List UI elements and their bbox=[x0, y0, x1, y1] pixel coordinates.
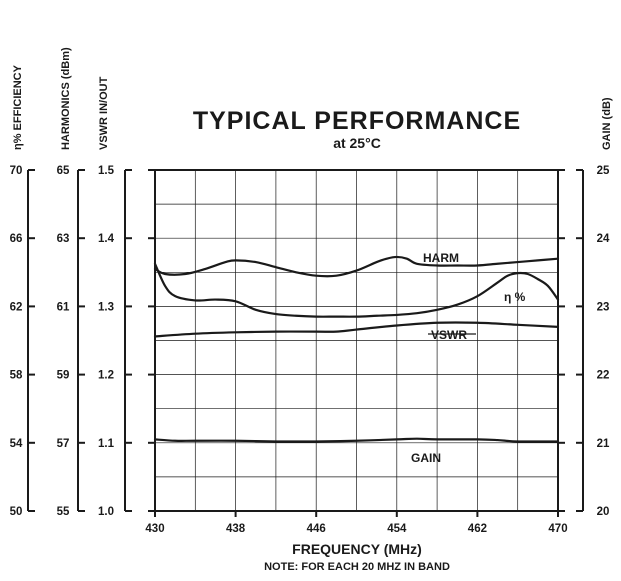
y-tick-label-harmonics: 55 bbox=[57, 506, 70, 518]
y-tick-label-vswr: 1.5 bbox=[98, 165, 115, 177]
y-tick-label-vswr: 1.4 bbox=[98, 233, 115, 245]
y-tick-label-gain: 21 bbox=[597, 438, 610, 450]
chart-note: NOTE: FOR EACH 20 MHZ IN BAND bbox=[264, 561, 450, 573]
y-tick-label-harmonics: 65 bbox=[57, 165, 70, 177]
x-axis-label: FREQUENCY (MHz) bbox=[292, 541, 422, 557]
y-tick-label-gain: 24 bbox=[597, 233, 610, 245]
grid bbox=[155, 170, 558, 511]
y-tick-label-harmonics: 61 bbox=[57, 301, 70, 313]
x-tick-label: 454 bbox=[387, 523, 407, 535]
y-axis-title-vswr: VSWR IN/OUT bbox=[98, 76, 110, 150]
chart-title: TYPICAL PERFORMANCE bbox=[193, 107, 521, 135]
axes: 430 438 446 454 462 470 70 66 62 58 54 50 65 63 61 59 57… bbox=[10, 165, 610, 535]
x-tick-label: 438 bbox=[226, 523, 246, 535]
y-tick-label-vswr: 1.3 bbox=[98, 301, 114, 313]
y-tick-label-vswr: 1.0 bbox=[98, 506, 114, 518]
y-tick-label-vswr: 1.1 bbox=[98, 438, 115, 450]
y-tick-label-efficiency: 70 bbox=[10, 165, 23, 177]
y-tick-label-harmonics: 57 bbox=[57, 438, 70, 450]
y-tick-label-efficiency: 58 bbox=[10, 370, 23, 382]
series-lines bbox=[153, 255, 560, 443]
plot-frame bbox=[154, 169, 559, 512]
y-axis-title-gain: GAIN (dB) bbox=[601, 97, 613, 150]
y-tick-label-harmonics: 59 bbox=[57, 370, 70, 382]
chart-subtitle: at 25°C bbox=[333, 135, 381, 151]
series-label-efficiency: η % bbox=[504, 290, 526, 304]
y-tick-label-efficiency: 54 bbox=[10, 438, 23, 450]
x-tick-label: 430 bbox=[145, 523, 164, 535]
series-line-efficiency bbox=[153, 262, 560, 318]
y-tick-label-efficiency: 66 bbox=[10, 233, 23, 245]
x-tick-label: 470 bbox=[548, 523, 567, 535]
y-tick-label-gain: 22 bbox=[597, 370, 610, 382]
series-line-harmonics bbox=[153, 255, 560, 278]
y-tick-label-efficiency: 62 bbox=[10, 301, 23, 313]
x-tick-label: 446 bbox=[307, 523, 326, 535]
y-tick-label-gain: 25 bbox=[597, 165, 610, 177]
y-tick-label-vswr: 1.2 bbox=[98, 370, 114, 382]
y-tick-label-gain: 23 bbox=[597, 301, 610, 313]
y-axis-title-efficiency: η% EFFICIENCY bbox=[12, 64, 24, 150]
series-line-gain bbox=[153, 437, 560, 443]
series-label-gain: GAIN bbox=[411, 451, 441, 465]
y-tick-label-gain: 20 bbox=[597, 506, 610, 518]
series-line-vswr bbox=[153, 321, 560, 338]
y-tick-label-efficiency: 50 bbox=[10, 506, 23, 518]
x-tick-label: 462 bbox=[468, 523, 487, 535]
y-tick-label-harmonics: 63 bbox=[57, 233, 70, 245]
series-label-harm: HARM bbox=[423, 251, 459, 265]
y-axis-title-harmonics: HARMONICS (dBm) bbox=[60, 47, 72, 150]
series-label-vswr: VSWR bbox=[431, 328, 467, 342]
